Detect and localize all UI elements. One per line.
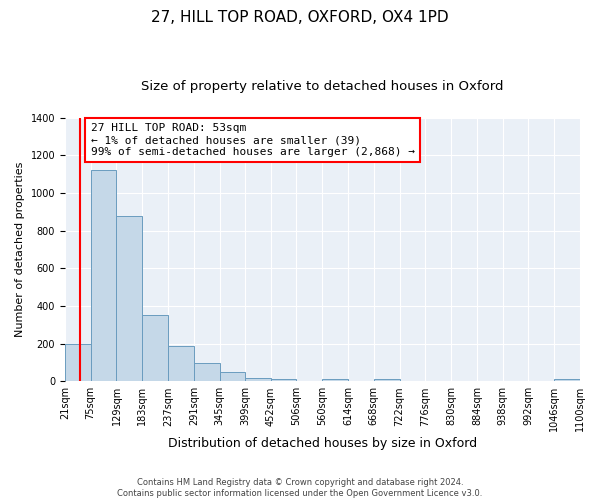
Text: Contains HM Land Registry data © Crown copyright and database right 2024.
Contai: Contains HM Land Registry data © Crown c… (118, 478, 482, 498)
Bar (168, 346, 194, 382)
Bar (374, 380, 400, 382)
Bar (194, 364, 220, 382)
Bar (322, 378, 348, 382)
Bar (220, 372, 245, 382)
Bar (245, 378, 271, 382)
X-axis label: Distribution of detached houses by size in Oxford: Distribution of detached houses by size … (168, 437, 477, 450)
Y-axis label: Number of detached properties: Number of detached properties (15, 162, 25, 337)
Bar (271, 378, 296, 382)
Bar (91, 170, 116, 382)
Bar (116, 216, 142, 382)
Text: 27 HILL TOP ROAD: 53sqm
← 1% of detached houses are smaller (39)
99% of semi-det: 27 HILL TOP ROAD: 53sqm ← 1% of detached… (91, 124, 415, 156)
Bar (554, 380, 580, 382)
Bar (142, 316, 168, 382)
Text: 27, HILL TOP ROAD, OXFORD, OX4 1PD: 27, HILL TOP ROAD, OXFORD, OX4 1PD (151, 10, 449, 25)
Title: Size of property relative to detached houses in Oxford: Size of property relative to detached ho… (141, 80, 504, 93)
Bar (65, 344, 91, 382)
